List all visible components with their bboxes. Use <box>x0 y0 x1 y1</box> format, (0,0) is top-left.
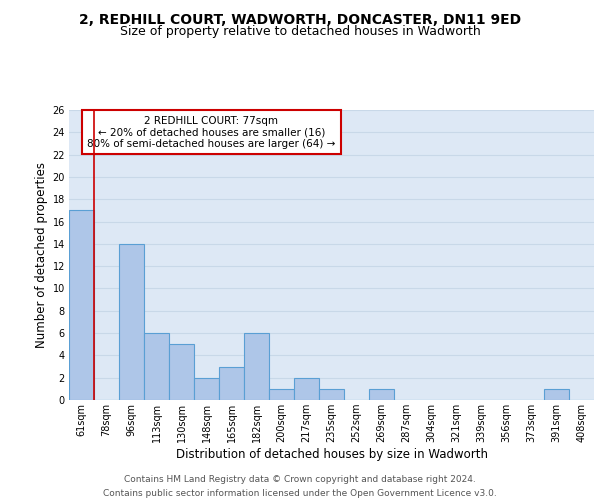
Bar <box>194 378 219 400</box>
Text: 2, REDHILL COURT, WADWORTH, DONCASTER, DN11 9ED: 2, REDHILL COURT, WADWORTH, DONCASTER, D… <box>79 12 521 26</box>
Bar <box>544 389 569 400</box>
Y-axis label: Number of detached properties: Number of detached properties <box>35 162 48 348</box>
X-axis label: Distribution of detached houses by size in Wadworth: Distribution of detached houses by size … <box>176 448 487 461</box>
Bar <box>294 378 319 400</box>
Bar <box>144 333 169 400</box>
Bar <box>219 366 244 400</box>
Text: Size of property relative to detached houses in Wadworth: Size of property relative to detached ho… <box>119 25 481 38</box>
Text: 2 REDHILL COURT: 77sqm
← 20% of detached houses are smaller (16)
80% of semi-det: 2 REDHILL COURT: 77sqm ← 20% of detached… <box>88 116 335 149</box>
Bar <box>119 244 144 400</box>
Bar <box>169 344 194 400</box>
Bar <box>369 389 394 400</box>
Text: Contains HM Land Registry data © Crown copyright and database right 2024.
Contai: Contains HM Land Registry data © Crown c… <box>103 476 497 498</box>
Bar <box>319 389 344 400</box>
Bar <box>69 210 94 400</box>
Bar <box>244 333 269 400</box>
Bar <box>269 389 294 400</box>
